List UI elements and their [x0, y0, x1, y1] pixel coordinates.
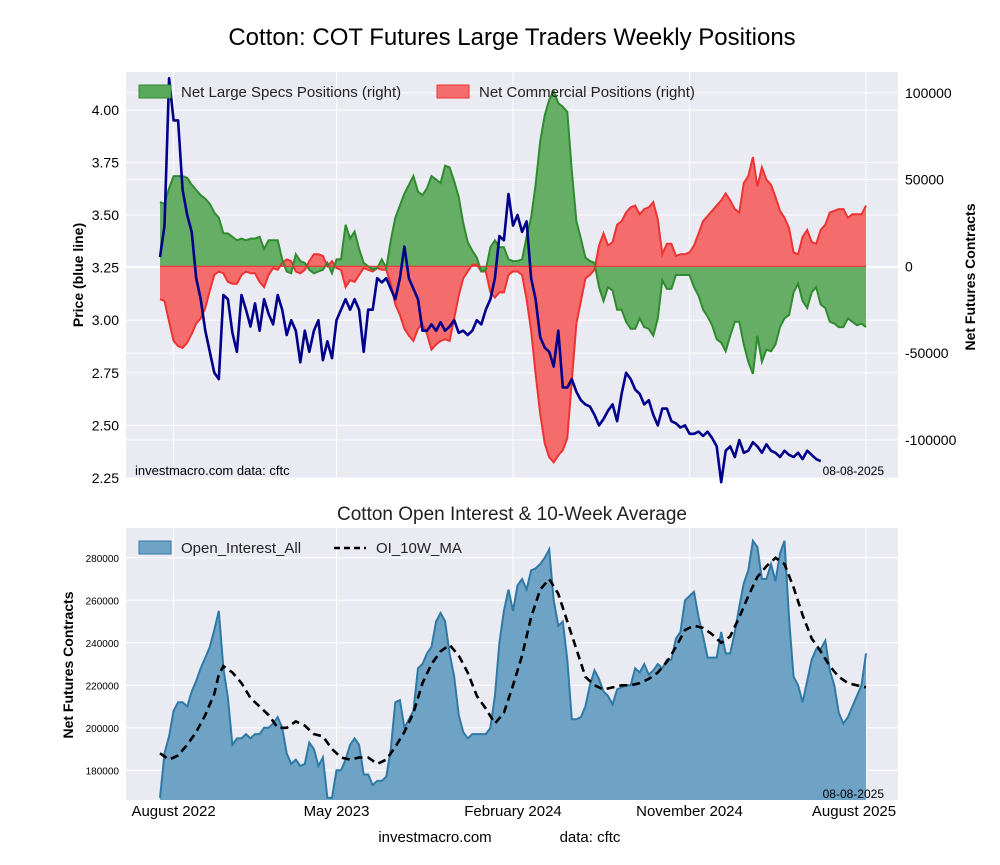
date-axis-ticks: August 2022 May 2023 February 2024 November… [131, 803, 896, 820]
price-tick-label: 4.00 [92, 102, 119, 118]
bottom-legend: Open_Interest_All OI_10W_MA [138, 540, 462, 557]
price-line [158, 77, 822, 484]
open-interest-axis-ticks: 280000 260000 240000 220000 200000 180000 [86, 554, 120, 778]
open-interest-panel: Cotton Open Interest & 10-Week Average 2… [60, 504, 898, 820]
footer-source: investmacro.com [378, 829, 491, 846]
contracts-tick-label: 100000 [905, 85, 952, 101]
legend-label-open-interest: Open_Interest_All [181, 540, 301, 557]
chart-title: Cotton: COT Futures Large Traders Weekly… [228, 24, 795, 51]
price-tick-label: 2.25 [92, 470, 119, 486]
price-axis-ticks: 4.00 3.75 3.50 3.25 3.00 2.75 2.50 2.25 [92, 102, 119, 486]
price-tick-label: 3.75 [92, 154, 119, 170]
price-positions-panel: 4.00 3.75 3.50 3.25 3.00 2.75 2.50 2.25 100000 5… [70, 72, 978, 486]
open-interest-line [159, 538, 867, 799]
contracts-axis-ticks: 100000 50000 0 -50000 -100000 [905, 85, 957, 448]
contracts-tick-label: 0 [905, 258, 913, 274]
legend-swatch-open-interest [138, 540, 172, 555]
legend-swatch-specs [138, 84, 172, 99]
price-tick-label: 2.50 [92, 417, 119, 433]
open-interest-area [160, 540, 866, 800]
legend-label-moving-average: OI_10W_MA [376, 540, 462, 557]
price-tick-label: 3.25 [92, 260, 119, 276]
open-interest-tick-label: 180000 [86, 766, 120, 777]
legend-swatch-commercials [436, 84, 470, 99]
contracts-tick-label: -50000 [905, 345, 949, 361]
date-note-bottom: 08-08-2025 [823, 787, 885, 801]
date-tick-label: May 2023 [304, 803, 370, 820]
price-tick-label: 2.75 [92, 365, 119, 381]
contracts-tick-label: -100000 [905, 432, 957, 448]
commercial-positions-line [159, 156, 867, 465]
date-tick-label: February 2024 [464, 803, 562, 820]
legend-label-specs: Net Large Specs Positions (right) [181, 84, 401, 101]
source-note: investmacro.com data: cftc [135, 463, 290, 478]
open-interest-title: Cotton Open Interest & 10-Week Average [337, 504, 687, 525]
open-interest-tick-label: 280000 [86, 554, 120, 565]
legend-label-commercials: Net Commercial Positions (right) [479, 84, 695, 101]
open-interest-tick-label: 260000 [86, 596, 120, 607]
moving-average-line [159, 556, 867, 766]
open-interest-tick-label: 200000 [86, 724, 120, 735]
open-interest-tick-label: 220000 [86, 681, 120, 692]
contracts-tick-label: 50000 [905, 172, 944, 188]
contracts-axis-label: Net Futures Contracts [962, 203, 978, 350]
price-tick-label: 3.00 [92, 312, 119, 328]
large-specs-positions-line [159, 88, 867, 375]
top-series-group [158, 77, 867, 484]
price-tick-label: 3.50 [92, 207, 119, 223]
bottom-series-group [159, 538, 867, 800]
date-note: 08-08-2025 [823, 464, 885, 478]
price-axis-label: Price (blue line) [70, 223, 86, 327]
open-interest-tick-label: 240000 [86, 639, 120, 650]
date-tick-label: August 2025 [812, 803, 896, 820]
footer-data: data: cftc [560, 829, 621, 846]
date-tick-label: November 2024 [636, 803, 743, 820]
open-interest-axis-label: Net Futures Contracts [60, 591, 76, 738]
date-tick-label: August 2022 [131, 803, 215, 820]
top-legend: Net Large Specs Positions (right) Net Co… [138, 84, 695, 101]
